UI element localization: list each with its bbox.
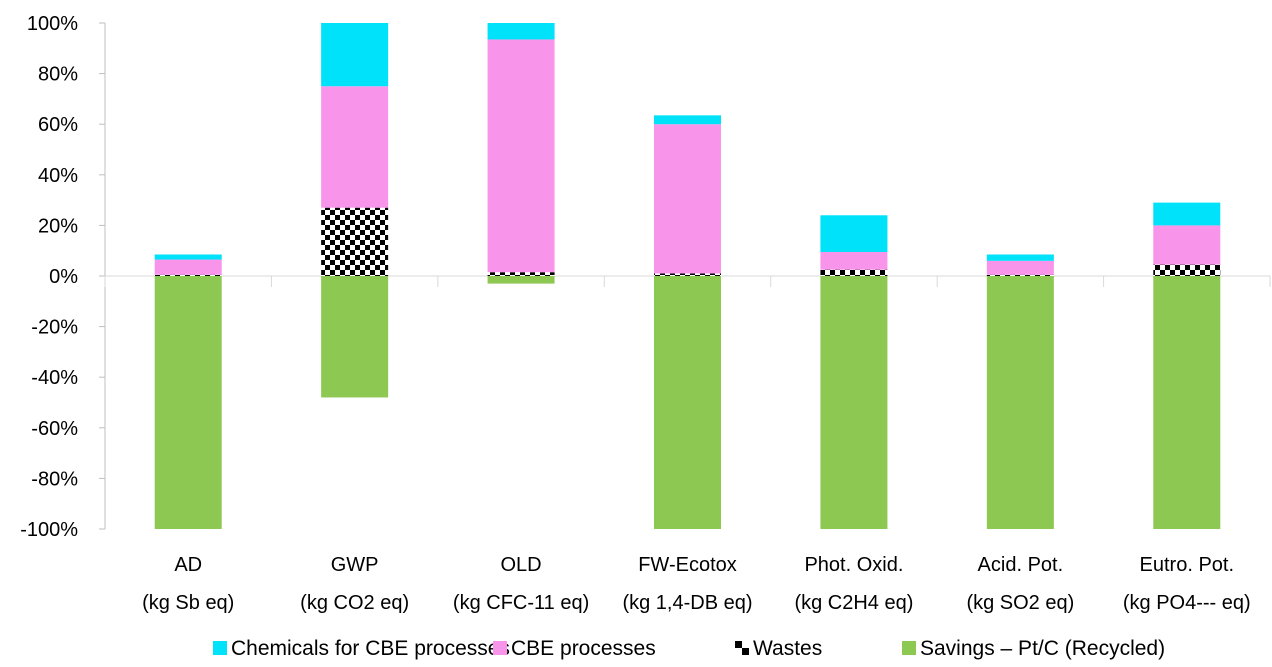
- bar-segment: [654, 276, 721, 529]
- legend-swatch-check: [735, 641, 742, 648]
- legend-swatch: [213, 641, 227, 655]
- x-tick-label: FW-Ecotox: [638, 554, 737, 576]
- bar-segment: [487, 276, 555, 284]
- bar-segment: [1153, 202, 1221, 226]
- x-tick-unit-label: (kg Sb eq): [142, 592, 234, 614]
- y-tick-label: 100%: [27, 13, 78, 35]
- x-tick-unit-label: (kg C2H4 eq): [794, 592, 913, 614]
- bar-segment: [986, 254, 1054, 261]
- y-tick-label: -20%: [31, 317, 78, 339]
- legend-label: Chemicals for CBE processes: [231, 637, 510, 660]
- legend-label: Savings – Pt/C (Recycled): [920, 637, 1165, 660]
- bar-segment: [654, 273, 721, 276]
- y-tick-label: -40%: [31, 367, 78, 389]
- x-tick-label: OLD: [501, 554, 542, 576]
- x-tick-label: Eutro. Pot.: [1140, 554, 1235, 576]
- bar-segment: [820, 215, 888, 252]
- y-tick-label: -100%: [20, 519, 78, 541]
- bars: [154, 23, 1221, 529]
- bar-segment: [154, 259, 222, 275]
- bar-segment: [820, 251, 888, 270]
- bar-segment: [154, 254, 222, 260]
- bar-segment: [487, 23, 555, 40]
- x-tick-unit-label: (kg CFC-11 eq): [453, 592, 589, 614]
- bar-segment: [986, 276, 1054, 529]
- bar-segment: [654, 124, 721, 274]
- y-tick-label: 0%: [49, 266, 78, 288]
- y-tick-label: 60%: [38, 114, 78, 136]
- bar-segment: [154, 276, 222, 529]
- bar-segment: [321, 23, 389, 87]
- legend-swatch-check: [742, 648, 749, 655]
- tick-labels: -100% -80% -60% -40% -20% 0% 20% 40% 60% 80% 100% A…: [20, 13, 1251, 614]
- bar-segment: [820, 276, 888, 529]
- bar-segment: [321, 86, 389, 208]
- legend-swatch: [902, 641, 916, 655]
- x-tick-label: Acid. Pot.: [978, 554, 1064, 576]
- y-tick-label: 20%: [38, 215, 78, 237]
- bar-segment: [820, 269, 888, 276]
- bar-segment: [1153, 264, 1221, 276]
- legend-swatch: [493, 641, 507, 655]
- bar-segment: [1153, 225, 1221, 265]
- y-tick-label: -60%: [31, 418, 78, 440]
- y-tick-label: -80%: [31, 468, 78, 490]
- legend: Chemicals for CBE processes CBE processes…: [213, 637, 1165, 660]
- bar-segment: [986, 274, 1054, 276]
- bar-segment: [654, 115, 721, 125]
- bar-segment: [154, 274, 222, 276]
- bar-segment: [321, 276, 389, 398]
- bar-segment: [487, 39, 555, 273]
- legend-label: CBE processes: [511, 637, 656, 660]
- x-tick-label: GWP: [331, 554, 379, 576]
- y-tick-label: 40%: [38, 165, 78, 187]
- y-tick-label: 80%: [38, 64, 78, 86]
- bar-segment: [487, 272, 555, 276]
- x-tick-unit-label: (kg CO2 eq): [300, 592, 409, 614]
- x-tick-unit-label: (kg SO2 eq): [966, 592, 1074, 614]
- legend-label: Wastes: [753, 637, 822, 660]
- x-tick-unit-label: (kg PO4--- eq): [1123, 592, 1251, 614]
- x-tick-label: AD: [174, 554, 202, 576]
- bar-segment: [321, 207, 389, 276]
- bar-segment: [986, 260, 1054, 275]
- x-tick-unit-label: (kg 1,4-DB eq): [622, 592, 752, 614]
- x-tick-label: Phot. Oxid.: [804, 554, 903, 576]
- bar-segment: [1153, 276, 1221, 529]
